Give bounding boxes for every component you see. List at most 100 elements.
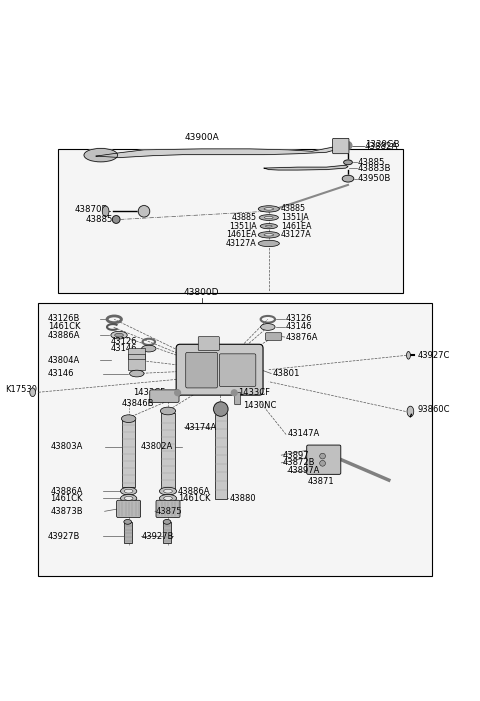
FancyBboxPatch shape xyxy=(219,354,256,386)
Text: 43873B: 43873B xyxy=(50,507,83,516)
FancyBboxPatch shape xyxy=(161,413,175,492)
FancyBboxPatch shape xyxy=(265,333,282,341)
Ellipse shape xyxy=(120,487,137,495)
Text: 43900A: 43900A xyxy=(184,132,219,142)
Ellipse shape xyxy=(120,494,137,502)
Ellipse shape xyxy=(115,333,123,337)
Ellipse shape xyxy=(130,370,144,377)
FancyBboxPatch shape xyxy=(176,344,263,395)
Text: 43886A: 43886A xyxy=(48,331,81,340)
Ellipse shape xyxy=(164,496,172,501)
FancyBboxPatch shape xyxy=(58,149,403,293)
FancyBboxPatch shape xyxy=(38,303,432,576)
Polygon shape xyxy=(264,165,348,170)
Ellipse shape xyxy=(258,231,279,238)
Ellipse shape xyxy=(264,207,274,210)
FancyBboxPatch shape xyxy=(163,522,171,543)
Text: 1433CF: 1433CF xyxy=(239,388,271,397)
Ellipse shape xyxy=(160,407,176,415)
Ellipse shape xyxy=(124,496,133,501)
Text: 1430NC: 1430NC xyxy=(243,401,277,410)
Ellipse shape xyxy=(264,217,273,219)
Text: 43927B: 43927B xyxy=(48,532,80,540)
Text: 1461CK: 1461CK xyxy=(178,494,210,503)
Ellipse shape xyxy=(159,494,177,502)
Ellipse shape xyxy=(260,224,277,229)
Text: 43126B: 43126B xyxy=(48,314,80,323)
Text: 43885: 43885 xyxy=(85,215,113,224)
Text: 43927B: 43927B xyxy=(142,532,174,540)
Circle shape xyxy=(320,454,325,459)
Circle shape xyxy=(214,402,228,416)
Text: 43876A: 43876A xyxy=(286,332,318,341)
FancyBboxPatch shape xyxy=(128,354,145,359)
FancyBboxPatch shape xyxy=(122,420,135,487)
Text: 43174A: 43174A xyxy=(185,423,217,432)
Circle shape xyxy=(175,390,180,395)
FancyBboxPatch shape xyxy=(156,501,180,517)
Text: 43897: 43897 xyxy=(282,451,309,460)
Text: 43950B: 43950B xyxy=(358,174,391,183)
Ellipse shape xyxy=(163,519,171,524)
Text: 1461CK: 1461CK xyxy=(48,322,81,332)
Ellipse shape xyxy=(111,332,127,339)
Ellipse shape xyxy=(259,215,278,220)
Circle shape xyxy=(138,205,150,217)
Ellipse shape xyxy=(124,489,133,493)
FancyBboxPatch shape xyxy=(186,353,217,388)
Text: 1339GB: 1339GB xyxy=(365,139,399,149)
Ellipse shape xyxy=(124,519,132,524)
Ellipse shape xyxy=(102,206,109,217)
Text: 1433CF: 1433CF xyxy=(133,388,166,397)
Circle shape xyxy=(112,216,120,224)
FancyBboxPatch shape xyxy=(124,522,132,543)
Text: 43886A: 43886A xyxy=(178,486,210,496)
FancyBboxPatch shape xyxy=(215,411,227,499)
Text: 43875: 43875 xyxy=(156,507,182,516)
Ellipse shape xyxy=(407,351,410,359)
Text: 1461EA: 1461EA xyxy=(281,222,312,231)
Text: 43886A: 43886A xyxy=(50,486,83,496)
Text: K17530: K17530 xyxy=(5,386,37,395)
Text: 43880: 43880 xyxy=(229,494,256,503)
Ellipse shape xyxy=(142,345,156,352)
FancyBboxPatch shape xyxy=(235,393,240,404)
Ellipse shape xyxy=(30,388,36,397)
Text: 43885: 43885 xyxy=(358,158,385,167)
Ellipse shape xyxy=(121,415,136,423)
Ellipse shape xyxy=(164,489,172,493)
Ellipse shape xyxy=(265,225,272,227)
Text: 43882A: 43882A xyxy=(365,142,398,151)
Ellipse shape xyxy=(258,240,279,247)
Text: 43146: 43146 xyxy=(48,369,74,378)
Text: 43870B: 43870B xyxy=(74,205,108,215)
Text: 43146: 43146 xyxy=(286,322,312,332)
Text: 43800D: 43800D xyxy=(184,287,219,297)
Ellipse shape xyxy=(261,324,275,330)
Text: 43146: 43146 xyxy=(110,344,137,353)
Text: 1351JA: 1351JA xyxy=(229,222,257,231)
Text: 1461CK: 1461CK xyxy=(50,494,83,503)
Ellipse shape xyxy=(258,205,279,212)
Text: 43801: 43801 xyxy=(273,369,300,378)
Circle shape xyxy=(344,142,352,149)
Text: 43871: 43871 xyxy=(307,477,334,486)
Text: 43885: 43885 xyxy=(281,205,306,213)
Text: 43872B: 43872B xyxy=(282,458,315,468)
FancyBboxPatch shape xyxy=(128,348,145,369)
FancyBboxPatch shape xyxy=(307,445,341,475)
Text: 1351JA: 1351JA xyxy=(281,213,309,222)
Text: 43147A: 43147A xyxy=(288,428,320,437)
Ellipse shape xyxy=(159,487,177,495)
Text: 43897A: 43897A xyxy=(288,466,320,475)
Text: 43846B: 43846B xyxy=(121,399,154,408)
Ellipse shape xyxy=(344,160,352,165)
Ellipse shape xyxy=(407,406,414,416)
Circle shape xyxy=(320,461,325,466)
Text: 93860C: 93860C xyxy=(418,405,450,414)
Text: 43126: 43126 xyxy=(110,337,137,346)
Text: 43927C: 43927C xyxy=(418,350,450,360)
FancyBboxPatch shape xyxy=(117,501,141,517)
Ellipse shape xyxy=(84,149,118,162)
Text: 43127A: 43127A xyxy=(281,231,312,239)
